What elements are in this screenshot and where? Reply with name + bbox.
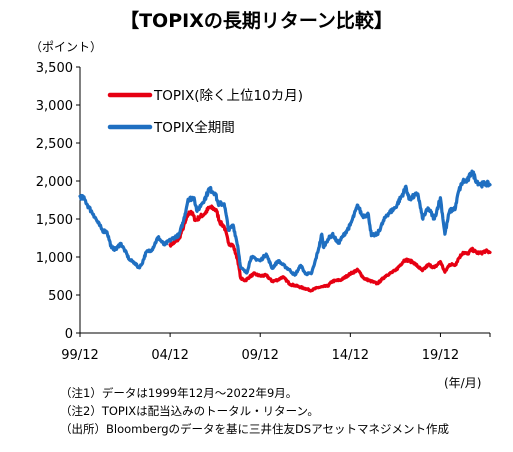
series-line-topix-excl-top10 bbox=[168, 204, 492, 293]
y-tick-label: 2,500 bbox=[36, 137, 73, 152]
legend-label-topix-all: TOPIX全期間 bbox=[153, 119, 235, 136]
y-tick-label: 3,000 bbox=[36, 99, 73, 114]
footnotes: （注1）データは1999年12月～2022年9月。 （注2）TOPIXは配当込み… bbox=[60, 384, 449, 438]
x-tick-label: 09/12 bbox=[241, 348, 278, 363]
series-line-topix-all bbox=[78, 169, 492, 277]
note-2: （注2）TOPIXは配当込みのトータル・リターン。 bbox=[60, 404, 319, 418]
plot-area bbox=[79, 67, 490, 334]
y-tick-label: 500 bbox=[48, 289, 73, 304]
y-tick-label: 3,500 bbox=[36, 61, 73, 76]
source-note: （出所）Bloombergのデータを基に三井住友DSアセットマネジメント作成 bbox=[60, 422, 449, 436]
y-tick-label: 1,000 bbox=[36, 251, 73, 266]
x-tick-label: 99/12 bbox=[61, 348, 98, 363]
note-1: （注1）データは1999年12月～2022年9月。 bbox=[60, 386, 298, 400]
y-tick-label: 1,500 bbox=[36, 213, 73, 228]
x-tick-label: 19/12 bbox=[422, 348, 459, 363]
legend-label-topix-excl-top10: TOPIX(除く上位10カ月) bbox=[153, 88, 303, 104]
x-tick-label: 14/12 bbox=[332, 348, 369, 363]
y-axis: 0 500 1,000 1,500 2,000 2,500 3,000 3,500 bbox=[36, 61, 80, 342]
series-layer bbox=[78, 169, 492, 293]
x-axis-unit: (年/月) bbox=[444, 376, 481, 390]
y-axis-unit: （ポイント） bbox=[30, 40, 102, 54]
y-tick-label: 2,000 bbox=[36, 175, 73, 190]
legend: TOPIX(除く上位10カ月) TOPIX全期間 bbox=[107, 88, 303, 136]
chart-title: 【TOPIXの長期リターン比較】 bbox=[120, 10, 393, 32]
y-tick-label: 0 bbox=[65, 327, 73, 342]
x-axis: 99/12 04/12 09/12 14/12 19/12 bbox=[61, 333, 491, 363]
x-tick-label: 04/12 bbox=[151, 348, 188, 363]
